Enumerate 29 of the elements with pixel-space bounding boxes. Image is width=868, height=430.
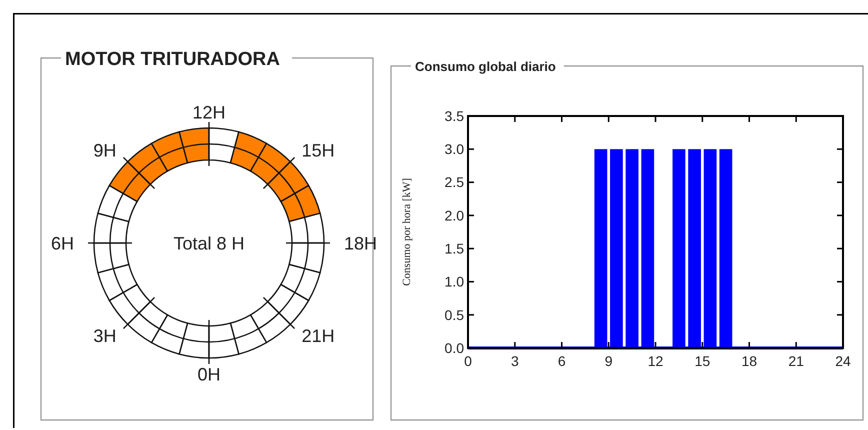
y-tick-label: 0.5 bbox=[444, 306, 464, 323]
text: 15H bbox=[302, 140, 335, 161]
chart-title: MOTOR TRITURADORA bbox=[65, 49, 280, 70]
y-tick-label: 3.5 bbox=[444, 108, 464, 124]
y-tick-label: 1.5 bbox=[444, 240, 464, 256]
x-tick-label: 24 bbox=[835, 353, 851, 369]
y-tick-label: 0.0 bbox=[444, 340, 464, 356]
x-tick-label: 9 bbox=[604, 353, 613, 369]
text: Total 8 H bbox=[173, 233, 245, 254]
text: 3H bbox=[93, 326, 116, 346]
y-tick-label: 2.0 bbox=[444, 207, 464, 224]
text: 21H bbox=[302, 326, 335, 346]
x-tick-label: 12 bbox=[648, 353, 664, 369]
x-tick-label: 6 bbox=[558, 353, 566, 369]
x-tick-label: 0 bbox=[464, 353, 472, 369]
text: 6H bbox=[50, 233, 74, 254]
y-tick-label: 3.0 bbox=[444, 141, 464, 158]
y-axis-title: Consumo por hora [kW] bbox=[401, 178, 413, 286]
x-tick-label: 21 bbox=[788, 353, 804, 369]
text: 9H bbox=[93, 140, 116, 161]
y-tick-label: 2.5 bbox=[444, 174, 464, 190]
x-tick-label: 15 bbox=[694, 353, 710, 369]
y-tick-label: 1.0 bbox=[444, 274, 464, 290]
chart-title: Consumo global diario bbox=[415, 59, 556, 74]
x-tick-label: 3 bbox=[510, 353, 519, 369]
text: 18H bbox=[344, 233, 378, 254]
x-tick-label: 18 bbox=[741, 353, 758, 369]
text: 0H bbox=[197, 364, 221, 384]
text: 12H bbox=[192, 102, 226, 122]
